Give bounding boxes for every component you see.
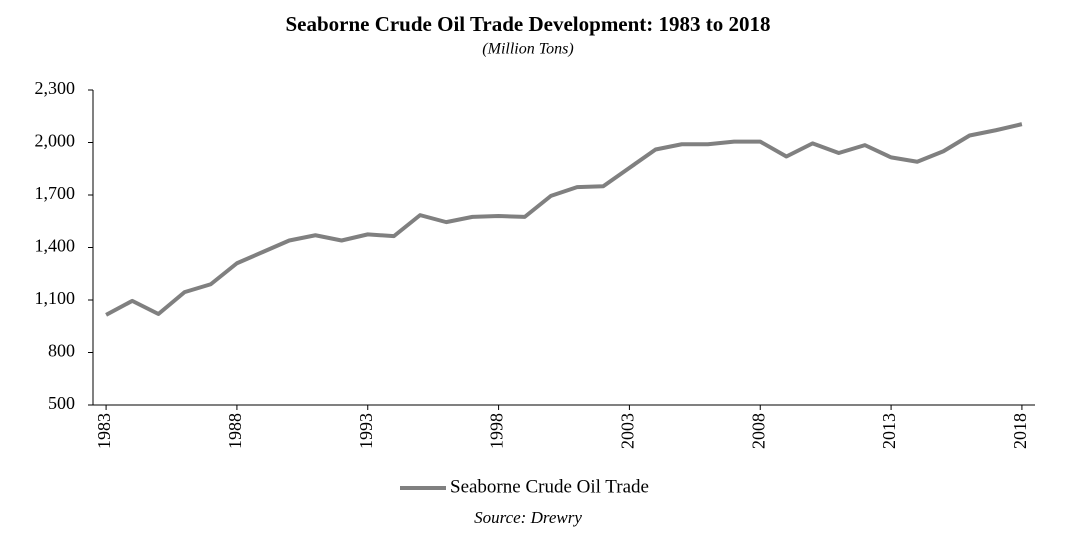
x-tick-label: 2018: [1010, 413, 1030, 449]
y-tick-label: 1,100: [35, 288, 76, 308]
x-tick-label: 1998: [487, 413, 507, 449]
y-tick-label: 2,000: [35, 131, 76, 151]
legend-label: Seaborne Crude Oil Trade: [450, 476, 649, 497]
data-line: [105, 122, 1023, 317]
x-tick-label: 2003: [618, 413, 638, 449]
y-tick-label: 800: [48, 341, 75, 361]
source-note: Source: Drewry: [474, 508, 582, 527]
x-tick-label: 2013: [879, 413, 899, 449]
x-tick-label: 1983: [94, 413, 114, 449]
y-tick-label: 500: [48, 393, 75, 413]
chart-subtitle: (Million Tons): [482, 41, 573, 58]
chart-title: Seaborne Crude Oil Trade Development: 19…: [285, 12, 770, 36]
y-tick-label: 1,700: [35, 183, 76, 203]
x-tick-label: 1988: [225, 413, 245, 449]
x-tick-label: 1993: [356, 413, 376, 449]
y-tick-label: 2,300: [35, 78, 76, 98]
y-tick-label: 1,400: [35, 236, 76, 256]
x-tick-label: 2008: [748, 413, 768, 449]
